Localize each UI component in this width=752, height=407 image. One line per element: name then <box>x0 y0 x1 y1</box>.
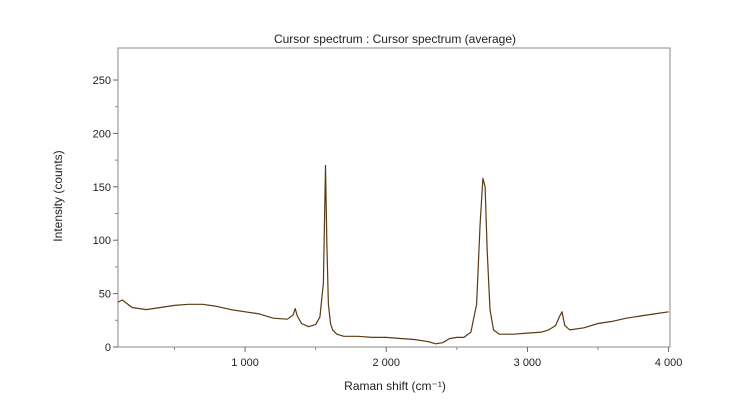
y-tick-label: 200 <box>93 128 111 140</box>
y-tick-label: 150 <box>93 182 111 194</box>
x-tick-label: 1 000 <box>231 357 259 369</box>
series-line <box>117 164 669 345</box>
y-tick-label: 0 <box>105 342 111 354</box>
y-axis-label: Intensity (counts) <box>51 150 65 241</box>
x-axis: 1 000 2 000 3 000 4 000 <box>173 347 683 369</box>
x-tick-label: 3 000 <box>514 357 542 369</box>
chart-title: Cursor spectrum : Cursor spectrum (avera… <box>274 32 516 46</box>
y-tick-label: 250 <box>93 75 111 87</box>
y-tick-label: 50 <box>99 289 111 301</box>
x-tick-label: 4 000 <box>655 357 683 369</box>
y-tick-label: 100 <box>93 235 111 247</box>
x-tick-label: 2 000 <box>372 357 400 369</box>
y-axis: 0 50 100 150 200 250 <box>93 75 118 354</box>
x-axis-label: Raman shift (cm⁻¹) <box>344 379 446 393</box>
plot-frame <box>117 47 671 348</box>
